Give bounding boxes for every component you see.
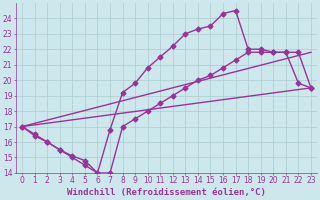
X-axis label: Windchill (Refroidissement éolien,°C): Windchill (Refroidissement éolien,°C) xyxy=(67,188,266,197)
